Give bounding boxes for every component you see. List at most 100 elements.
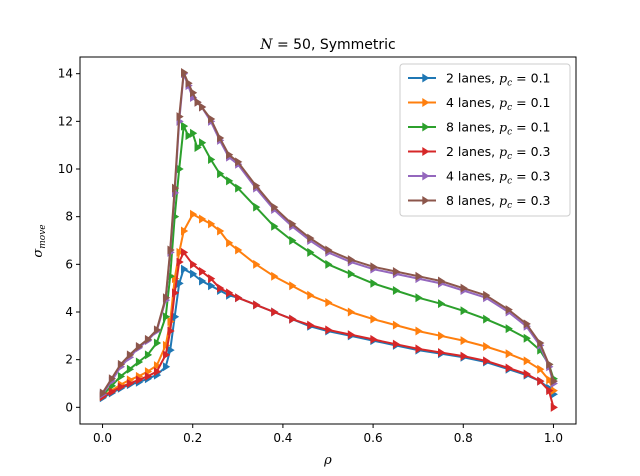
data-point xyxy=(460,306,468,316)
x-tick-label: 0.2 xyxy=(183,431,202,445)
legend-label: 8 lanes, pc = 0.3 xyxy=(446,193,551,211)
data-point xyxy=(289,281,297,291)
data-point xyxy=(144,334,153,344)
data-point xyxy=(162,293,171,303)
data-point xyxy=(181,264,189,274)
data-point xyxy=(546,386,554,396)
data-point xyxy=(176,112,184,122)
data-point xyxy=(162,312,171,322)
data-point xyxy=(253,300,261,310)
data-point xyxy=(199,266,207,276)
y-tick-label: 2 xyxy=(65,353,73,367)
data-point xyxy=(135,342,144,352)
y-axis: 0 2 4 6 8 10 12 14 xyxy=(58,67,80,414)
data-point xyxy=(537,338,545,348)
data-point xyxy=(438,348,446,358)
y-tick-label: 14 xyxy=(58,67,73,81)
plot-frame xyxy=(79,56,577,425)
data-point xyxy=(126,378,135,388)
data-point xyxy=(117,382,126,392)
data-point xyxy=(208,281,216,291)
data-point xyxy=(185,131,193,141)
data-point xyxy=(199,214,207,224)
data-point xyxy=(271,307,279,317)
x-axis: 0.0 0.2 0.4 0.6 0.8 1.0 xyxy=(93,424,563,445)
data-point xyxy=(217,283,225,293)
data-point xyxy=(438,299,446,309)
data-point xyxy=(235,157,243,167)
data-point xyxy=(392,320,401,330)
data-point xyxy=(126,350,135,360)
data-point xyxy=(523,356,531,366)
data-point xyxy=(176,278,184,288)
legend-label: 4 lanes, pc = 0.1 xyxy=(446,95,551,113)
y-tick-label: 12 xyxy=(58,114,73,128)
data-point xyxy=(167,245,175,255)
x-tick-label: 1.0 xyxy=(544,431,563,445)
data-point xyxy=(415,271,423,281)
data-point xyxy=(108,374,117,384)
data-point xyxy=(307,290,315,300)
data-point xyxy=(289,314,297,324)
data-point xyxy=(190,209,198,219)
data-point xyxy=(253,202,261,212)
data-point xyxy=(271,221,279,231)
data-point xyxy=(135,375,144,385)
data-point xyxy=(135,357,144,367)
data-point xyxy=(126,364,135,374)
legend-marker xyxy=(422,171,430,181)
legend-label: 4 lanes, pc = 0.3 xyxy=(446,169,551,187)
data-point xyxy=(483,314,491,324)
data-point xyxy=(117,359,126,369)
data-point xyxy=(235,245,243,255)
data-point xyxy=(226,176,234,186)
data-point xyxy=(199,276,207,286)
data-point xyxy=(347,255,356,265)
data-point xyxy=(181,226,189,236)
data-point xyxy=(415,326,423,336)
data-point xyxy=(347,330,356,340)
data-point xyxy=(289,236,297,245)
data-point xyxy=(523,319,531,329)
data-point xyxy=(537,376,545,386)
legend-label: 8 lanes, pc = 0.1 xyxy=(446,120,551,138)
data-point xyxy=(235,293,243,303)
y-tick-label: 4 xyxy=(65,305,73,319)
data-point xyxy=(144,350,153,360)
data-point xyxy=(153,325,162,335)
data-point xyxy=(167,326,175,336)
chart-title: N = 50, Symmetric xyxy=(259,37,396,53)
data-point xyxy=(194,97,202,107)
y-tick-label: 6 xyxy=(65,257,73,271)
data-point xyxy=(271,202,279,212)
data-point xyxy=(176,247,184,257)
data-point xyxy=(271,271,279,281)
data-point xyxy=(167,271,175,281)
legend: 2 lanes, pc = 0.1 4 lanes, pc = 0.1 8 lane… xyxy=(399,63,571,217)
data-point xyxy=(217,226,225,236)
data-point xyxy=(226,238,234,248)
data-point xyxy=(171,312,180,322)
x-axis-label: ρ xyxy=(323,453,332,468)
data-point xyxy=(176,257,184,267)
data-point xyxy=(325,259,333,269)
data-point xyxy=(460,351,468,361)
x-tick-label: 0.0 xyxy=(93,431,112,445)
data-point xyxy=(537,364,545,374)
y-tick-label: 0 xyxy=(65,400,73,414)
data-point xyxy=(208,154,216,164)
y-tick-label: 8 xyxy=(65,210,73,224)
data-point xyxy=(208,114,216,124)
data-point xyxy=(117,371,126,381)
data-point xyxy=(171,183,180,193)
data-point xyxy=(370,262,378,272)
data-point xyxy=(144,371,153,381)
data-point xyxy=(153,338,162,348)
y-axis-label: σmove xyxy=(31,224,48,257)
data-point xyxy=(325,297,333,307)
data-point xyxy=(162,362,171,372)
data-point xyxy=(505,349,513,359)
plot-area xyxy=(99,67,558,412)
data-point xyxy=(181,247,189,257)
